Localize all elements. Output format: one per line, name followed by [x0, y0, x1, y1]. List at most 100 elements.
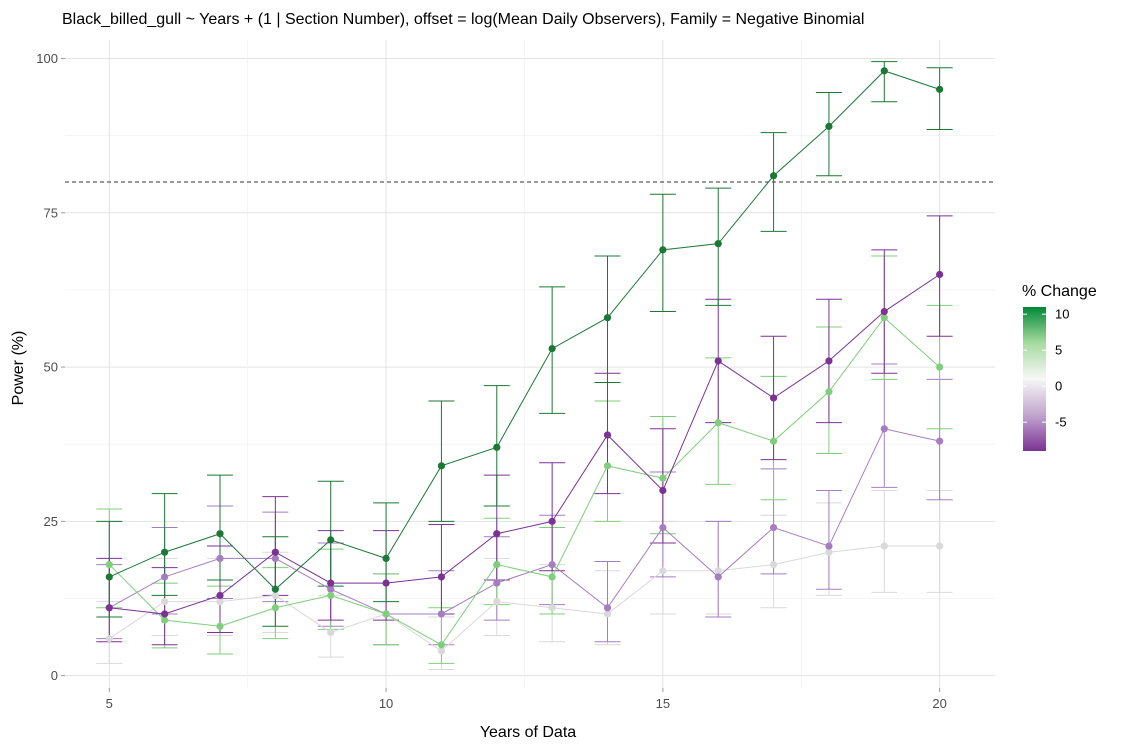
data-point: [659, 567, 667, 575]
data-point: [382, 610, 390, 618]
data-point: [548, 517, 556, 525]
data-point: [769, 172, 778, 180]
series-line: [109, 70, 940, 590]
data-point: [105, 604, 113, 612]
data-point: [825, 542, 833, 550]
data-point: [880, 425, 888, 433]
data-point: [825, 122, 833, 130]
gridlines: [65, 40, 995, 688]
legend-label: 0: [1055, 379, 1062, 394]
data-point: [327, 579, 335, 587]
legend-ticks: 10 5 0 -5: [1023, 307, 1069, 430]
data-point: [936, 85, 944, 93]
x-tick-label: 20: [932, 696, 946, 711]
data-point: [825, 548, 833, 556]
data-point: [880, 307, 888, 316]
x-tick-label: 15: [656, 696, 670, 711]
data-point: [880, 542, 888, 550]
series-line: [109, 545, 940, 652]
x-tick-label: 10: [379, 696, 393, 711]
data-point: [493, 560, 501, 569]
data-point: [714, 357, 722, 365]
data-point: [603, 314, 612, 322]
data-point: [105, 635, 113, 643]
data-point: [216, 554, 224, 563]
x-axis-ticks: 5 10 15 20: [106, 688, 947, 711]
series-points-group: [105, 270, 944, 618]
data-point: [603, 462, 612, 470]
data-point: [271, 548, 279, 556]
data-point: [437, 641, 446, 649]
series-line: [109, 274, 940, 615]
data-point: [714, 567, 722, 575]
data-point: [769, 560, 778, 569]
data-point: [603, 604, 612, 612]
data-point: [880, 67, 888, 75]
data-point: [659, 523, 667, 532]
data-point: [825, 357, 833, 365]
legend: % Change 10 5 0 -5: [1022, 283, 1097, 451]
data-point: [216, 591, 224, 600]
data-point: [769, 523, 778, 532]
data-point: [437, 462, 446, 470]
data-point: [216, 598, 224, 606]
data-point: [105, 573, 113, 581]
data-point: [548, 604, 556, 612]
legend-colorbar: [1023, 307, 1046, 451]
chart-title: Black_billed_gull ~ Years + (1 | Section…: [62, 11, 864, 28]
series-points-group: [105, 67, 944, 593]
y-axis-title: Power (%): [10, 331, 27, 406]
y-tick-label: 50: [44, 360, 58, 375]
data-point: [548, 573, 556, 581]
y-tick-label: 100: [36, 51, 58, 66]
data-point: [216, 622, 224, 630]
data-point: [327, 536, 335, 544]
data-point: [493, 598, 501, 606]
data-point: [603, 431, 612, 439]
legend-label: 10: [1055, 307, 1069, 322]
data-point: [271, 585, 279, 593]
data-point: [161, 616, 169, 624]
data-point: [327, 591, 335, 600]
data-point: [825, 388, 833, 396]
data-point: [216, 530, 224, 538]
y-tick-label: 0: [51, 668, 58, 683]
data-point: [880, 314, 888, 322]
y-axis-ticks: 0 25 50 75 100: [36, 51, 65, 683]
data-point: [161, 573, 169, 581]
data-point: [603, 610, 612, 618]
x-axis-title: Years of Data: [480, 724, 576, 741]
data-point: [437, 573, 446, 581]
x-tick-label: 5: [106, 696, 113, 711]
data-point: [161, 598, 169, 606]
data-point: [936, 437, 944, 445]
data-point: [714, 419, 722, 427]
data-point: [161, 610, 169, 618]
data-point: [714, 240, 722, 248]
data-point: [493, 530, 501, 538]
data-point: [936, 270, 944, 279]
series-line: [108, 316, 940, 646]
series-line: [109, 428, 940, 615]
data-point: [769, 394, 778, 402]
data-point: [105, 560, 113, 569]
data-point: [327, 585, 335, 593]
data-point: [936, 542, 944, 550]
data-point: [769, 437, 778, 445]
series-points-group: [105, 314, 944, 649]
data-point: [382, 579, 390, 587]
data-point: [659, 474, 667, 482]
series-lines: [108, 70, 940, 652]
data-point: [493, 443, 501, 451]
data-point: [437, 647, 446, 655]
data-point: [659, 486, 667, 495]
legend-title: % Change: [1022, 283, 1097, 300]
data-point: [437, 610, 446, 618]
data-point: [271, 591, 279, 600]
data-point: [714, 573, 722, 581]
data-point: [161, 548, 169, 556]
data-point: [327, 628, 335, 637]
data-point: [548, 560, 556, 569]
data-point: [382, 554, 390, 563]
